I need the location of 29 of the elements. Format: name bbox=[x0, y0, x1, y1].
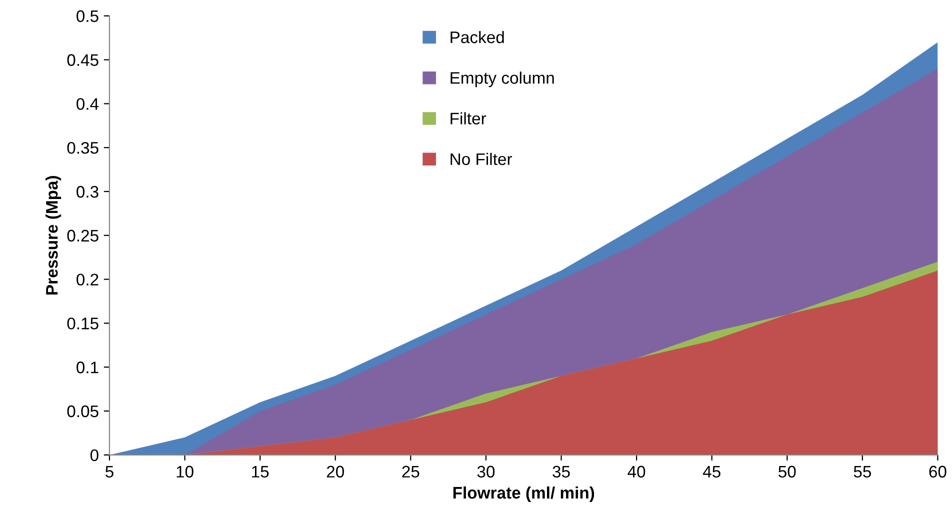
x-tick-label: 45 bbox=[702, 466, 720, 478]
x-tick-label: 15 bbox=[252, 466, 269, 478]
y-tick-label: 0.2 bbox=[76, 274, 98, 286]
x-tick-label: 25 bbox=[402, 466, 420, 478]
legend-label: Empty column bbox=[450, 72, 554, 88]
x-tick-label: 40 bbox=[628, 466, 646, 478]
y-tick-label: 0.15 bbox=[67, 318, 98, 330]
y-tick-label: 0.35 bbox=[67, 142, 98, 154]
x-tick-label: 35 bbox=[552, 466, 570, 478]
y-tick-label: 0.3 bbox=[76, 186, 98, 198]
y-axis-title: Pressure (Mpa) bbox=[46, 176, 62, 294]
x-tick-label: 10 bbox=[176, 466, 194, 478]
y-tick-label: 0.1 bbox=[76, 362, 98, 374]
legend-label: Filter bbox=[450, 112, 486, 124]
y-tick-label: 0 bbox=[90, 449, 98, 462]
y-tick-label: 0.5 bbox=[76, 10, 98, 22]
x-axis-title: Flowrate (ml/ min) bbox=[453, 486, 594, 502]
legend-label: No Filter bbox=[450, 152, 512, 166]
x-tick-label: 55 bbox=[854, 466, 871, 478]
x-tick-label: 20 bbox=[326, 466, 344, 478]
y-tick-label: 0.4 bbox=[76, 98, 99, 110]
y-tick-label: 0.45 bbox=[67, 54, 98, 66]
legend-label: Packed bbox=[450, 30, 504, 44]
y-tick-label: 0.05 bbox=[67, 405, 98, 418]
y-tick-label: 0.25 bbox=[67, 230, 98, 242]
x-tick-label: 30 bbox=[477, 466, 495, 478]
x-tick-label: 50 bbox=[778, 466, 796, 478]
x-tick-label: 5 bbox=[106, 466, 114, 478]
x-tick-label: 60 bbox=[929, 466, 946, 478]
